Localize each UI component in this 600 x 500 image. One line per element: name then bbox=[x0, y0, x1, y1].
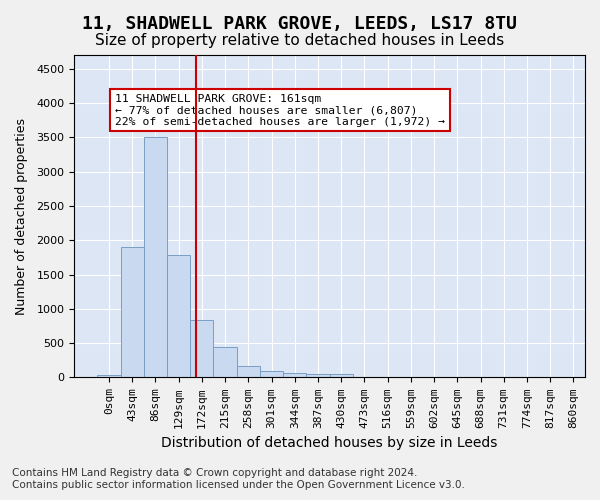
Bar bbox=[97, 376, 121, 378]
Text: Size of property relative to detached houses in Leeds: Size of property relative to detached ho… bbox=[95, 32, 505, 48]
Y-axis label: Number of detached properties: Number of detached properties bbox=[15, 118, 28, 314]
Text: 11, SHADWELL PARK GROVE, LEEDS, LS17 8TU: 11, SHADWELL PARK GROVE, LEEDS, LS17 8TU bbox=[83, 15, 517, 33]
Bar bbox=[167, 256, 190, 378]
Bar bbox=[144, 138, 167, 378]
Bar bbox=[121, 247, 144, 378]
Bar bbox=[260, 370, 283, 378]
Bar bbox=[283, 372, 307, 378]
Bar bbox=[237, 366, 260, 378]
Bar bbox=[190, 320, 214, 378]
Text: 11 SHADWELL PARK GROVE: 161sqm
← 77% of detached houses are smaller (6,807)
22% : 11 SHADWELL PARK GROVE: 161sqm ← 77% of … bbox=[115, 94, 445, 127]
Bar bbox=[329, 374, 353, 378]
Text: Contains HM Land Registry data © Crown copyright and database right 2024.
Contai: Contains HM Land Registry data © Crown c… bbox=[12, 468, 465, 490]
X-axis label: Distribution of detached houses by size in Leeds: Distribution of detached houses by size … bbox=[161, 436, 498, 450]
Bar bbox=[214, 346, 237, 378]
Bar bbox=[307, 374, 329, 378]
